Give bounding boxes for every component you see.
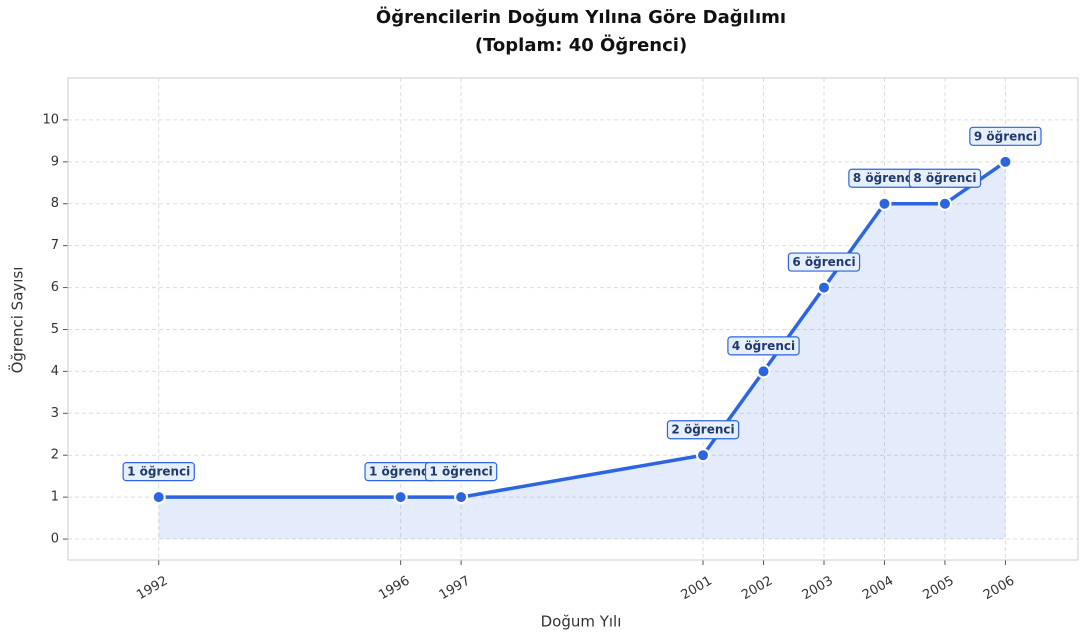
marker	[756, 364, 771, 379]
plot-frame	[67, 77, 1079, 561]
x-tick-label: 2005	[921, 574, 957, 604]
x-tick-label: 2002	[739, 574, 775, 604]
y-tick-label: 4	[51, 364, 59, 379]
value-label-box	[787, 252, 861, 272]
value-label-box	[969, 126, 1042, 146]
marker	[454, 490, 469, 505]
x-tick-label: 2003	[800, 574, 836, 604]
marker	[151, 490, 166, 505]
y-tick-label: 10	[42, 112, 59, 127]
y-tick-label: 3	[51, 406, 59, 421]
value-label: 9 öğrenci	[974, 129, 1037, 143]
x-tick-label: 2004	[860, 574, 896, 604]
y-tick-label: 6	[51, 280, 59, 295]
value-label: 1 öğrenci	[369, 465, 432, 479]
value-label: 6 öğrenci	[792, 255, 855, 269]
y-tick-label: 1	[51, 490, 59, 505]
value-label: 1 öğrenci	[430, 465, 493, 479]
marker	[998, 154, 1013, 169]
y-tick-label: 2	[51, 448, 59, 463]
marker	[393, 490, 408, 505]
x-tick-label: 2006	[981, 574, 1017, 604]
value-label: 2 öğrenci	[671, 423, 734, 437]
value-label-box	[424, 462, 498, 482]
value-label-box	[122, 462, 195, 482]
marker	[937, 196, 952, 211]
marker	[816, 280, 831, 295]
chart-title: Öğrencilerin Doğum Yılına Göre Dağılımı	[376, 6, 786, 28]
y-tick-label: 5	[51, 322, 59, 337]
value-label-box	[727, 336, 800, 356]
y-tick-label: 9	[51, 154, 59, 169]
value-label: 4 öğrenci	[732, 339, 795, 353]
x-axis-label: Doğum Yılı	[541, 613, 622, 631]
y-tick-label: 0	[51, 532, 59, 547]
x-tick-label: 1992	[134, 574, 170, 604]
area	[158, 161, 1006, 540]
x-tick-label: 1996	[376, 574, 412, 604]
y-tick-label: 8	[51, 196, 59, 211]
x-tick-label: 2001	[679, 574, 715, 604]
value-label-box	[666, 420, 740, 440]
value-label: 1 öğrenci	[127, 465, 190, 479]
value-label: 8 öğrenci	[913, 171, 976, 185]
chart-title: (Toplam: 40 Öğrenci)	[475, 34, 687, 56]
y-axis-label: Öğrenci Sayısı	[8, 267, 27, 374]
value-label: 8 öğrenci	[853, 171, 916, 185]
marker	[696, 448, 711, 463]
value-label-box	[908, 168, 982, 188]
y-tick-label: 7	[51, 238, 59, 253]
marker	[877, 196, 892, 211]
x-tick-label: 1997	[437, 574, 473, 604]
